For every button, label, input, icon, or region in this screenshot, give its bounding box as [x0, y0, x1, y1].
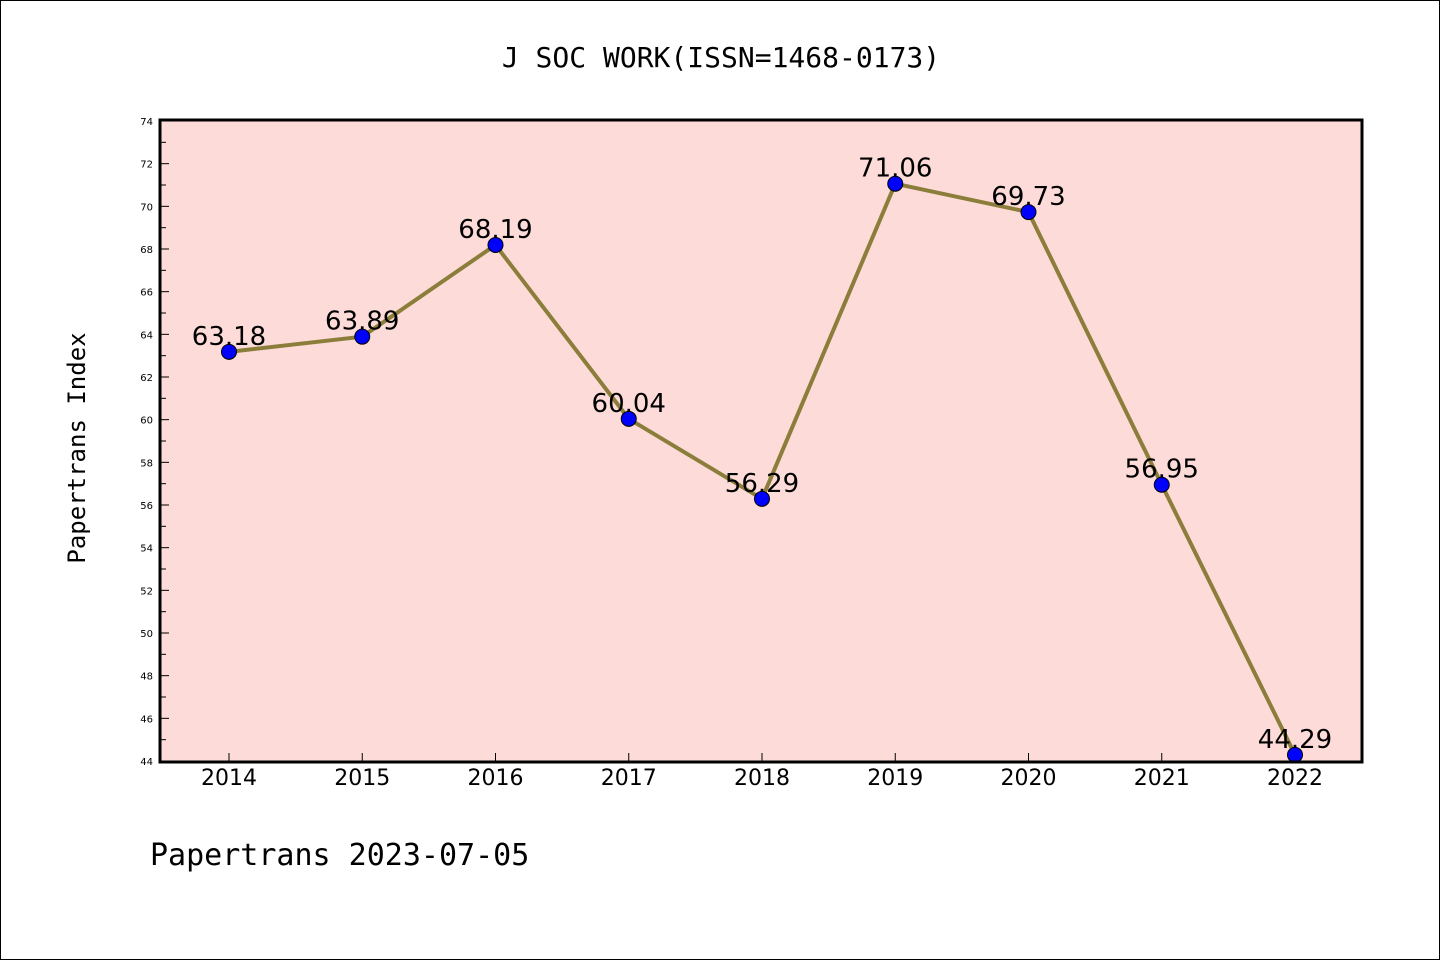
x-tick-label: 2022 [1267, 766, 1323, 791]
data-point [1020, 204, 1037, 221]
y-tick-label: 52 [140, 586, 153, 597]
y-tick-label: 44 [140, 757, 153, 768]
data-point [620, 410, 637, 427]
x-tick-label: 2017 [601, 766, 657, 791]
data-label: 56.29 [725, 469, 799, 499]
data-label: 60.04 [592, 389, 666, 419]
x-tick-label: 2021 [1134, 766, 1190, 791]
data-label: 68.19 [458, 215, 532, 245]
data-label: 44.29 [1258, 725, 1332, 755]
plot-area [160, 120, 1362, 762]
x-tick-label: 2019 [867, 766, 923, 791]
data-labels: 63.18 63.89 68.19 60.04 56.29 71.06 69.73 56.95… [192, 154, 1332, 755]
data-points [221, 175, 1303, 763]
data-point [354, 328, 371, 345]
x-axis: 2014 2015 2016 2017 2018 2019 2020 2021 2022 [201, 753, 1323, 791]
y-tick-label: 74 [140, 117, 153, 128]
data-label: 56.95 [1125, 455, 1199, 485]
data-point [487, 236, 504, 253]
data-point [754, 490, 770, 507]
data-label: 63.18 [192, 322, 266, 352]
y-tick-label: 46 [140, 714, 153, 725]
chart-title: J SOC WORK(ISSN=1468-0173) [502, 41, 940, 74]
plot-frame [158, 118, 1364, 764]
y-tick-label: 72 [140, 160, 153, 171]
y-tick-label: 58 [140, 458, 153, 469]
x-tick-label: 2014 [201, 766, 257, 791]
x-tick-label: 2018 [734, 766, 790, 791]
data-point [887, 175, 904, 192]
y-tick-label: 50 [140, 629, 153, 640]
y-tick-label: 60 [140, 416, 153, 427]
x-tick-label: 2015 [334, 766, 390, 791]
y-tick-label: 48 [140, 672, 153, 683]
data-label: 69.73 [991, 182, 1065, 212]
y-tick-label: 64 [140, 330, 153, 341]
data-point [1153, 476, 1170, 493]
x-tick-label: 2016 [468, 766, 524, 791]
y-tick-label: 54 [140, 544, 153, 555]
data-label: 71.06 [858, 154, 932, 184]
data-label: 63.89 [325, 307, 399, 337]
y-tick-label: 66 [140, 288, 153, 299]
y-tick-label: 56 [140, 501, 153, 512]
y-tick-label: 70 [140, 202, 153, 213]
y-axis-label: Papertrans Index [63, 332, 91, 563]
y-tick-label: 62 [140, 373, 153, 384]
y-tick-label: 68 [140, 245, 153, 256]
x-tick-label: 2020 [1001, 766, 1057, 791]
data-point [221, 343, 237, 360]
footer-text: Papertrans 2023-07-05 [150, 838, 529, 873]
y-axis: 44 46 48 50 52 54 56 58 60 62 64 66 68 70 72 74 [140, 117, 169, 768]
